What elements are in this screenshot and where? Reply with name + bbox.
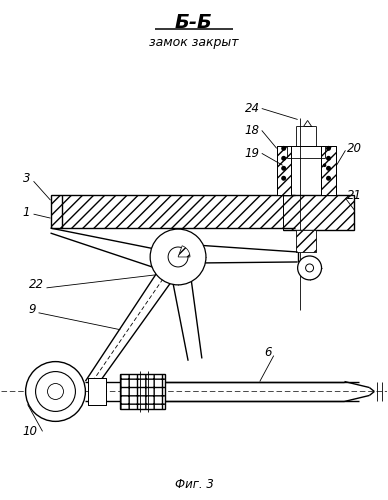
Circle shape	[281, 146, 286, 151]
Circle shape	[150, 229, 206, 285]
Text: 3: 3	[23, 172, 30, 185]
Circle shape	[36, 372, 75, 412]
Text: 19: 19	[245, 147, 260, 160]
Text: 9: 9	[29, 304, 36, 316]
Circle shape	[281, 176, 286, 180]
Text: 1: 1	[23, 206, 30, 218]
Text: 24: 24	[245, 102, 260, 115]
Circle shape	[26, 362, 85, 422]
Bar	[277, 146, 291, 195]
Text: 21: 21	[347, 188, 362, 202]
Bar	[283, 195, 354, 230]
Bar	[296, 230, 315, 252]
Circle shape	[306, 264, 314, 272]
Circle shape	[281, 156, 286, 161]
Text: 20: 20	[347, 142, 362, 155]
Text: замок закрыт: замок закрыт	[149, 36, 239, 49]
Text: Б-Б: Б-Б	[175, 14, 213, 32]
Text: 6: 6	[265, 346, 272, 359]
Circle shape	[326, 156, 331, 161]
Bar	[88, 378, 106, 406]
Bar	[320, 146, 336, 195]
Circle shape	[323, 164, 326, 167]
Circle shape	[326, 146, 331, 151]
Circle shape	[47, 384, 64, 400]
Bar	[120, 374, 165, 410]
Bar	[62, 195, 294, 228]
Circle shape	[298, 256, 322, 280]
Text: 10: 10	[23, 425, 38, 438]
Bar	[50, 195, 62, 228]
Circle shape	[326, 176, 331, 180]
Text: Фиг. 3: Фиг. 3	[175, 478, 213, 490]
Circle shape	[326, 166, 331, 171]
Circle shape	[281, 166, 286, 171]
Polygon shape	[178, 246, 190, 257]
Circle shape	[168, 247, 188, 267]
Text: 18: 18	[245, 124, 260, 137]
Text: 22: 22	[29, 278, 43, 291]
